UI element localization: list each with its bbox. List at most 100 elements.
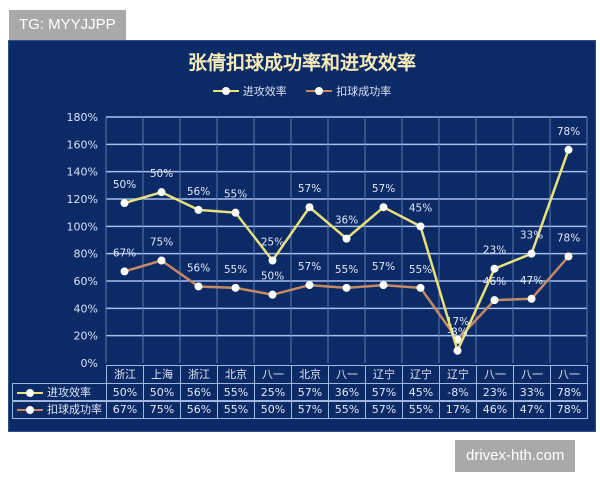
y-tick-label: 60% <box>74 275 98 288</box>
data-label: 57% <box>298 261 321 273</box>
spike-success-marker <box>120 267 129 276</box>
watermark-top: TG: MYYJJPP <box>9 10 126 40</box>
y-tick-label: 40% <box>74 302 98 315</box>
spike-success-marker <box>527 294 536 303</box>
table-cell: 57% <box>365 400 403 419</box>
table-cell: 57% <box>291 400 329 419</box>
spike-success-marker <box>490 296 499 305</box>
attack-efficiency-marker <box>490 264 499 273</box>
plot-area: 0% 20% 40% 60% 80% 100% 120% 140% 160% 180% 67% 75%… <box>67 111 588 370</box>
data-label: 57% <box>298 183 321 195</box>
table-header-cell: 上海 <box>143 365 181 384</box>
table-row-label: 扣球成功率 <box>47 403 102 416</box>
data-label: 55% <box>335 264 358 276</box>
data-label: 45% <box>409 202 432 214</box>
data-label: 67% <box>113 247 136 259</box>
spike-success-marker <box>305 281 314 290</box>
table-header-cell: 八一 <box>513 365 551 384</box>
spike-success-marker <box>231 283 240 292</box>
table-header-cell: 八一 <box>328 365 366 384</box>
table-row-header: 扣球成功率 <box>12 400 107 419</box>
y-tick-label: 80% <box>74 248 98 261</box>
line-marker-icon <box>306 85 333 97</box>
table-cell: 47% <box>513 400 551 419</box>
table-header-cell: 八一 <box>550 365 588 384</box>
line-marker-icon <box>17 387 43 399</box>
y-tick-label: 20% <box>74 330 98 343</box>
data-label: 56% <box>187 262 210 274</box>
y-tick-label: 0% <box>81 357 98 370</box>
data-label: 36% <box>335 215 358 227</box>
chart-legend: 进攻效率 扣球成功率 <box>9 83 595 100</box>
attack-efficiency-marker <box>268 256 277 265</box>
attack-efficiency-marker <box>305 203 314 212</box>
legend-label: 进攻效率 <box>242 85 287 98</box>
line-marker-icon <box>212 85 239 97</box>
legend-item-attack: 进攻效率 <box>212 83 287 99</box>
attack-efficiency-marker <box>342 234 351 243</box>
data-label: 55% <box>224 189 247 201</box>
table-cell: 46% <box>476 400 514 419</box>
legend-item-spike: 扣球成功率 <box>306 83 391 99</box>
y-tick-label: 180% <box>67 111 98 124</box>
legend-label: 扣球成功率 <box>336 85 392 98</box>
table-header-cell: 辽宁 <box>439 365 477 384</box>
table-cell: 50% <box>254 400 292 419</box>
y-tick-label: 140% <box>67 166 98 179</box>
attack-efficiency-marker <box>527 249 536 258</box>
attack-efficiency-marker <box>564 145 573 154</box>
spike-success-marker <box>157 256 166 265</box>
attack-efficiency-marker <box>453 346 462 355</box>
attack-efficiency-marker <box>416 222 425 231</box>
attack-efficiency-marker <box>194 205 203 214</box>
table-cell: 17% <box>439 400 477 419</box>
table-header-cell: 北京 <box>217 365 255 384</box>
table-header-cell: 浙江 <box>106 365 144 384</box>
line-marker-icon <box>17 404 43 416</box>
data-label: 57% <box>372 261 395 273</box>
attack-efficiency-marker <box>120 199 129 208</box>
table-row-label: 进攻效率 <box>47 386 91 399</box>
data-label: 55% <box>224 264 247 276</box>
data-label: 55% <box>409 264 432 276</box>
spike-success-marker <box>379 281 388 290</box>
spike-success-marker <box>194 282 203 291</box>
data-label: 78% <box>557 232 580 244</box>
watermark-bottom: drivex-hth.com <box>455 440 576 472</box>
table-cell: 75% <box>143 400 181 419</box>
data-label: 17% <box>446 316 469 328</box>
table-cell: 55% <box>217 400 255 419</box>
table-cell: 67% <box>106 400 144 419</box>
data-label: 25% <box>261 237 284 249</box>
data-label: 56% <box>187 186 210 198</box>
table-cell: 78% <box>550 383 588 402</box>
table-cell: 55% <box>328 400 366 419</box>
chart-title: 张倩扣球成功率和进攻效率 <box>187 52 416 74</box>
table-cell: 55% <box>402 400 440 419</box>
spike-success-marker <box>342 283 351 292</box>
y-tick-label: 100% <box>67 220 98 233</box>
data-label: -8% <box>447 327 467 339</box>
table-header-cell: 浙江 <box>180 365 218 384</box>
data-label: 50% <box>261 271 284 283</box>
data-label: 23% <box>483 245 506 257</box>
data-label: 47% <box>520 275 543 287</box>
data-label: 50% <box>150 168 173 180</box>
table-cell: 78% <box>550 400 588 419</box>
attack-efficiency-marker <box>231 208 240 217</box>
data-label: 33% <box>520 230 543 242</box>
table-cell: 56% <box>180 400 218 419</box>
table-header-cell: 辽宁 <box>365 365 403 384</box>
spike-success-marker <box>416 283 425 292</box>
table-header-cell: 辽宁 <box>402 365 440 384</box>
attack-efficiency-marker <box>157 188 166 197</box>
data-label: 78% <box>557 126 580 138</box>
attack-efficiency-marker <box>379 203 388 212</box>
table-header-cell: 北京 <box>291 365 329 384</box>
data-label: 50% <box>113 179 136 191</box>
spike-success-marker <box>564 252 573 261</box>
y-tick-label: 160% <box>67 138 98 151</box>
data-label: 57% <box>372 183 395 195</box>
table-header-cell: 八一 <box>254 365 292 384</box>
table-header-cell: 八一 <box>476 365 514 384</box>
